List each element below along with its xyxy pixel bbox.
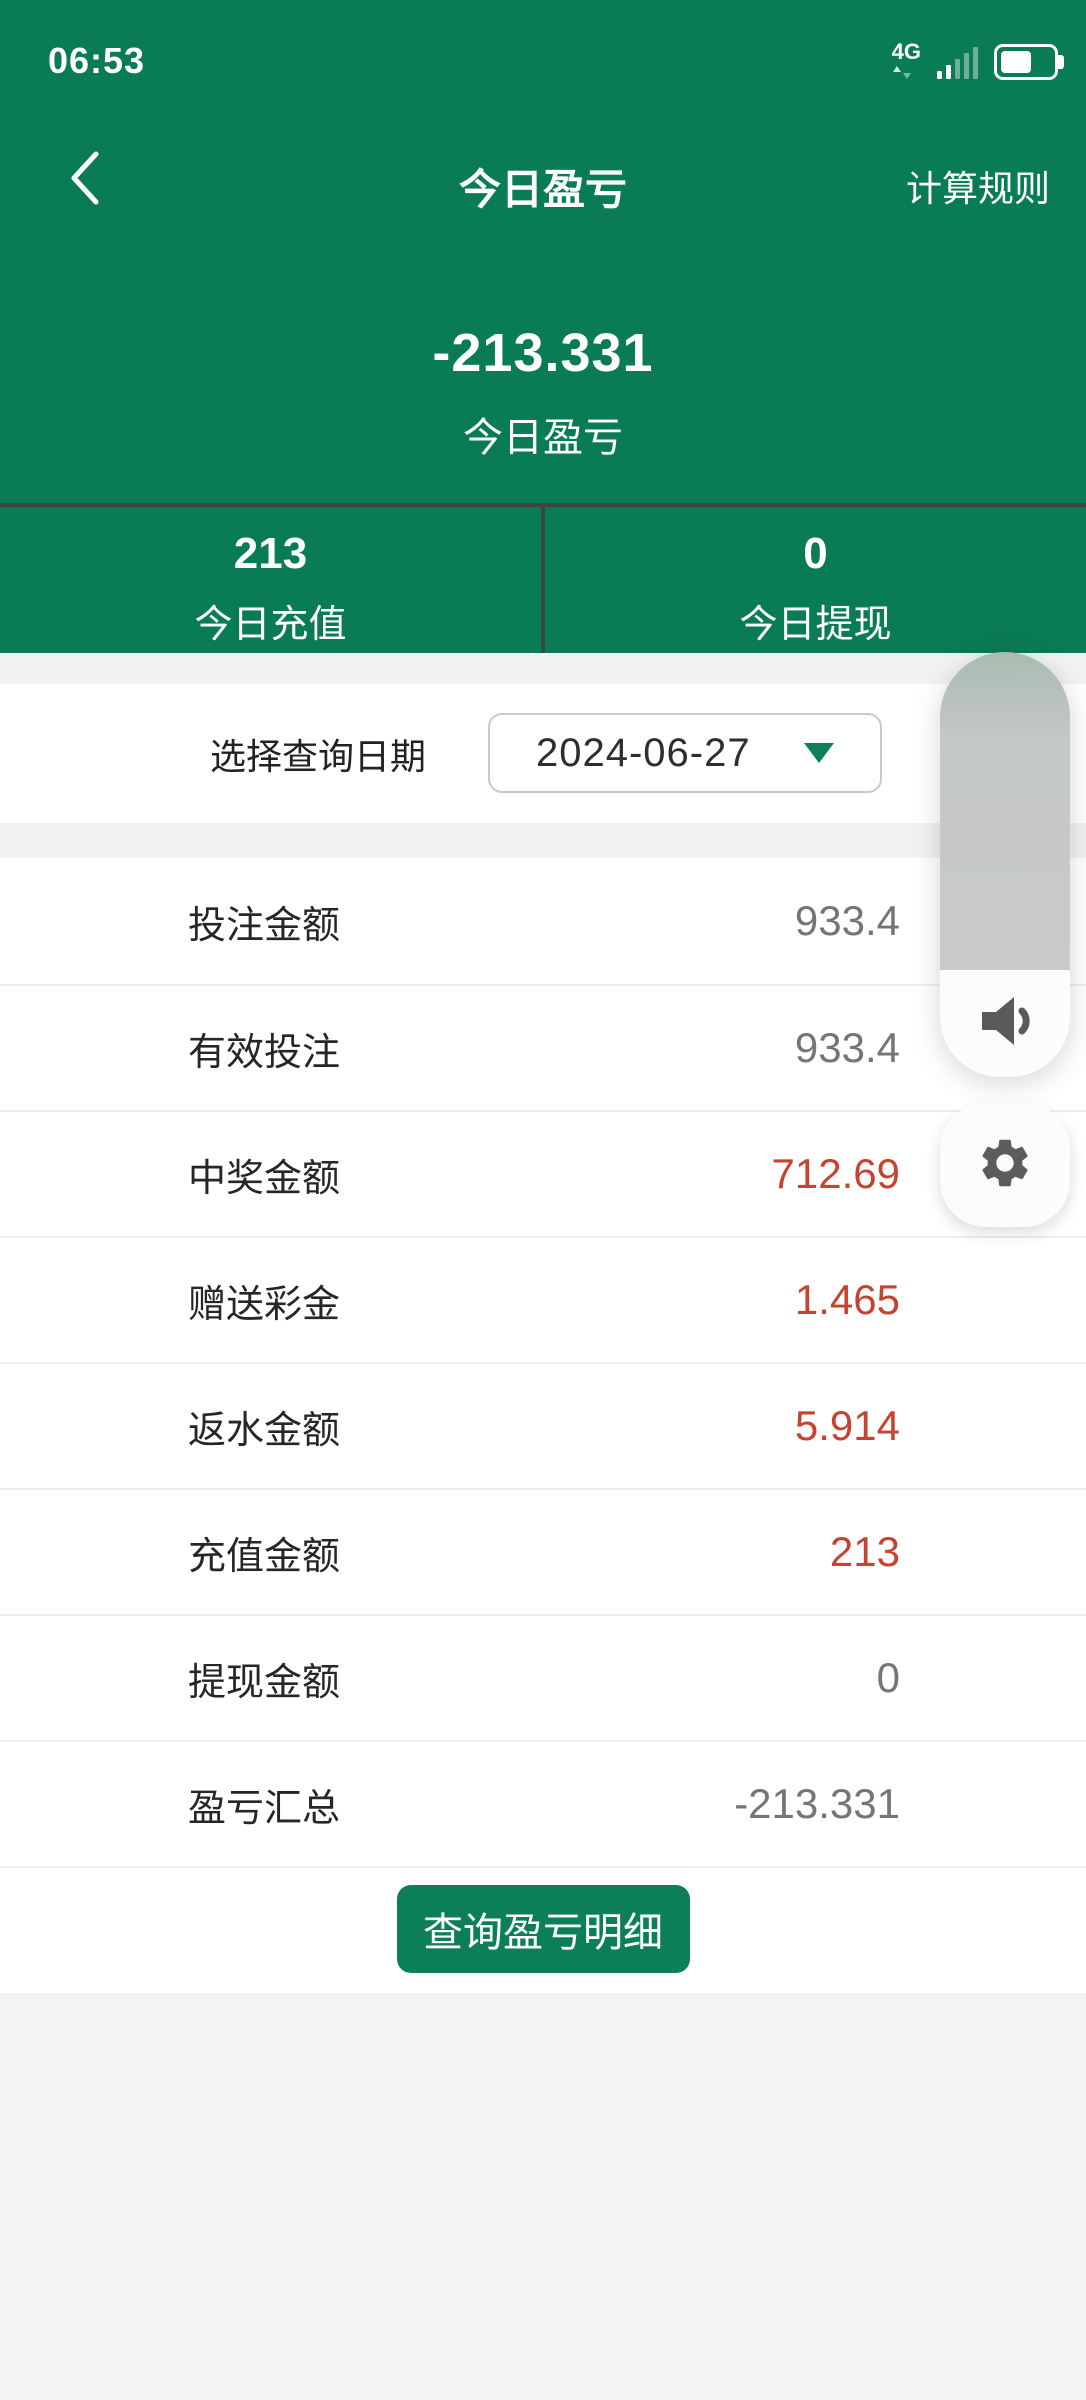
network-type-label: 4G — [891, 39, 921, 64]
section-gap — [0, 653, 1086, 684]
today-withdraw-cell: 0 今日提现 — [541, 507, 1086, 653]
list-item: 中奖金额 712.69 — [0, 1110, 1086, 1236]
scrollbar-handle[interactable] — [940, 652, 1070, 970]
section-gap — [0, 823, 1086, 858]
list-item: 盈亏汇总 -213.331 — [0, 1740, 1086, 1866]
row-value: 933.4 — [794, 1024, 900, 1071]
row-value: 712.69 — [771, 1150, 900, 1197]
row-value: 933.4 — [794, 897, 900, 944]
battery-fill — [1001, 51, 1031, 73]
settings-button[interactable] — [940, 1103, 1070, 1227]
row-label: 充值金额 — [188, 1535, 341, 1578]
today-withdraw-value: 0 — [803, 529, 828, 578]
signal-bars-icon — [937, 45, 978, 79]
list-item: 投注金额 933.4 — [0, 858, 1086, 984]
date-select-value: 2024-06-27 — [536, 730, 751, 775]
today-recharge-cell: 213 今日充值 — [0, 507, 541, 653]
status-icons: 4G — [892, 36, 1064, 88]
date-filter-row: 选择查询日期 2024-06-27 — [0, 684, 1086, 823]
row-label: 有效投注 — [188, 1031, 341, 1074]
page-title: 今日盈亏 — [458, 166, 627, 213]
volume-button[interactable] — [940, 970, 1070, 1077]
list-item: 有效投注 933.4 — [0, 984, 1086, 1110]
list-item: 充值金额 213 — [0, 1488, 1086, 1614]
battery-icon — [994, 44, 1064, 80]
today-profit-label: 今日盈亏 — [463, 416, 623, 460]
header-section: 06:53 4G 今日盈亏 — [0, 0, 1086, 503]
triangle-down-icon — [804, 743, 834, 763]
amount-list: 投注金额 933.4 有效投注 933.4 中奖金额 712.69 赠送彩金 1… — [0, 858, 1086, 1866]
row-label: 投注金额 — [188, 904, 341, 947]
date-select[interactable]: 2024-06-27 — [488, 713, 882, 793]
today-recharge-label: 今日充值 — [194, 604, 347, 646]
today-withdraw-label: 今日提现 — [739, 604, 892, 646]
list-item: 返水金额 5.914 — [0, 1362, 1086, 1488]
row-value: 1.465 — [794, 1276, 900, 1323]
calculation-rules-link[interactable]: 计算规则 — [905, 168, 1050, 209]
row-label: 赠送彩金 — [188, 1283, 341, 1326]
floating-widget — [940, 652, 1070, 1077]
speaker-icon — [974, 992, 1036, 1055]
status-time: 06:53 — [48, 40, 146, 81]
query-details-button[interactable]: 查询盈亏明细 — [396, 1885, 690, 1973]
chevron-left-icon — [64, 151, 104, 212]
today-recharge-value: 213 — [233, 529, 308, 578]
row-value: 5.914 — [794, 1402, 900, 1449]
network-indicator: 4G — [892, 41, 921, 83]
list-item: 提现金额 0 — [0, 1614, 1086, 1740]
gear-icon — [976, 1134, 1034, 1197]
row-value: 213 — [829, 1528, 900, 1575]
row-value: 0 — [876, 1654, 900, 1701]
back-button[interactable] — [64, 148, 104, 208]
row-label: 中奖金额 — [188, 1157, 341, 1200]
row-label: 盈亏汇总 — [188, 1787, 341, 1830]
row-label: 返水金额 — [188, 1409, 341, 1452]
today-stats: 213 今日充值 0 今日提现 — [0, 503, 1086, 653]
date-filter-label: 选择查询日期 — [210, 735, 427, 777]
row-value: -213.331 — [734, 1780, 900, 1827]
today-profit-amount: -213.331 — [432, 323, 654, 383]
footer-area — [0, 1993, 1086, 2400]
data-arrows-icon — [892, 66, 914, 83]
button-row: 查询盈亏明细 — [0, 1866, 1086, 1993]
row-label: 提现金额 — [188, 1661, 341, 1704]
list-item: 赠送彩金 1.465 — [0, 1236, 1086, 1362]
